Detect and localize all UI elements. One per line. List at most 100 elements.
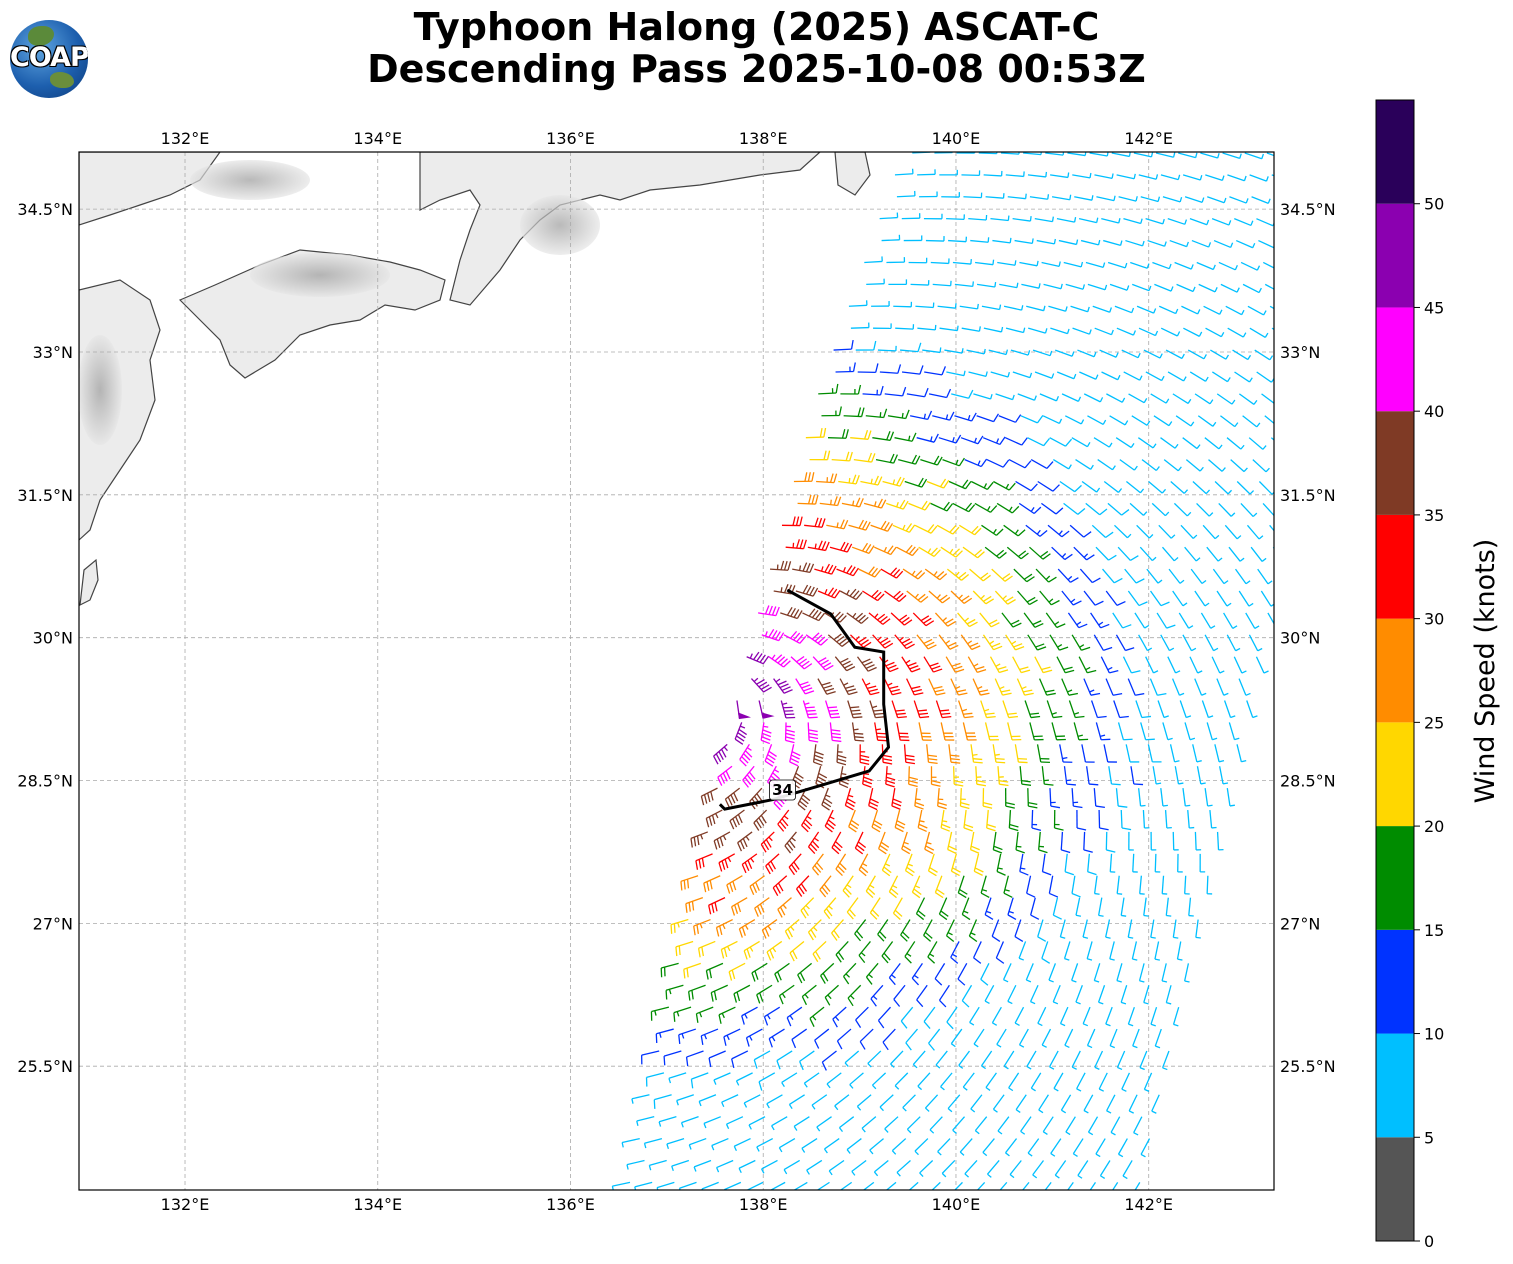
wind-barb bbox=[1204, 788, 1213, 807]
wind-barb bbox=[805, 632, 829, 646]
wind-barb bbox=[850, 322, 870, 329]
wind-barb bbox=[919, 1160, 934, 1177]
wind-barb bbox=[766, 940, 783, 961]
wind-barb bbox=[1248, 634, 1263, 652]
wind-barb bbox=[972, 941, 982, 964]
lon-tick-label-bottom: 136°E bbox=[546, 1195, 595, 1214]
wind-barb bbox=[908, 257, 928, 264]
wind-barb bbox=[1135, 700, 1152, 719]
wind-barb bbox=[1207, 196, 1227, 204]
wind-barb bbox=[1184, 875, 1190, 895]
wind-barb bbox=[761, 629, 785, 642]
wind-barb bbox=[1012, 216, 1032, 222]
wind-barb bbox=[851, 722, 865, 742]
wind-barb bbox=[1113, 700, 1129, 719]
wind-barb bbox=[990, 371, 1011, 378]
wind-barb bbox=[1056, 371, 1077, 380]
wind-barb bbox=[713, 743, 728, 765]
wind-barb bbox=[663, 1050, 682, 1066]
wind-barb bbox=[1161, 963, 1168, 983]
wind-barb bbox=[1249, 174, 1269, 182]
wind-barb bbox=[998, 414, 1022, 423]
wind-barb bbox=[1077, 1160, 1089, 1179]
wind-barb bbox=[1210, 349, 1230, 360]
wind-barb bbox=[724, 787, 741, 808]
wind-barb bbox=[1220, 283, 1240, 293]
wind-barb bbox=[1021, 283, 1041, 289]
wind-barb bbox=[904, 941, 916, 964]
wind-barb bbox=[1023, 612, 1044, 628]
wind-barb bbox=[693, 918, 711, 936]
wind-barb bbox=[900, 919, 911, 942]
colorbar-bin bbox=[1376, 929, 1414, 1034]
wind-barb bbox=[750, 677, 772, 693]
wind-barb bbox=[1212, 371, 1231, 383]
wind-barb bbox=[789, 744, 801, 767]
wind-barb bbox=[885, 766, 896, 788]
wind-barb bbox=[881, 234, 901, 242]
wind-barb bbox=[1138, 174, 1159, 180]
wind-barb bbox=[772, 875, 788, 897]
wind-barb bbox=[1147, 744, 1162, 763]
wind-barb bbox=[738, 918, 756, 938]
wind-barb bbox=[893, 301, 913, 308]
wind-barb bbox=[1098, 1072, 1108, 1092]
wind-barb bbox=[1072, 327, 1092, 335]
wind-barb bbox=[1057, 568, 1079, 583]
wind-barb bbox=[873, 1159, 889, 1177]
wind-barb bbox=[974, 502, 998, 513]
lon-tick-label-top: 140°E bbox=[932, 129, 981, 148]
wind-barb bbox=[1189, 218, 1210, 226]
wind-barb bbox=[680, 1116, 699, 1128]
wind-barb bbox=[882, 1028, 896, 1051]
wind-barb bbox=[745, 1028, 763, 1047]
wind-barb bbox=[1134, 1182, 1141, 1190]
wind-barb bbox=[708, 897, 726, 915]
wind-barb bbox=[726, 875, 743, 894]
wind-barb bbox=[778, 984, 795, 1005]
wind-barb bbox=[1080, 239, 1101, 246]
wind-barb bbox=[1245, 612, 1260, 630]
wind-barb bbox=[1132, 1028, 1140, 1049]
wind-barb bbox=[789, 940, 805, 962]
wind-barb bbox=[1041, 941, 1051, 964]
wind-barb bbox=[1089, 152, 1109, 157]
wind-barb bbox=[773, 678, 793, 694]
wind-barb bbox=[904, 853, 915, 877]
wind-barb bbox=[957, 963, 968, 986]
wind-barb bbox=[1063, 261, 1084, 268]
wind-barb bbox=[816, 1181, 830, 1190]
wind-barb bbox=[1138, 963, 1145, 983]
wind-barb bbox=[918, 722, 932, 741]
wind-barb bbox=[831, 451, 853, 462]
wind-barb bbox=[1103, 744, 1117, 763]
wind-barb bbox=[1158, 305, 1179, 315]
wind-barb bbox=[795, 678, 815, 695]
wind-barb bbox=[736, 700, 751, 720]
wind-barb bbox=[1087, 853, 1097, 876]
wind-barb bbox=[855, 340, 877, 351]
wind-barb bbox=[1064, 1028, 1074, 1049]
wind-barb bbox=[1087, 415, 1107, 426]
wind-barb bbox=[979, 612, 1000, 628]
colorbar-bin bbox=[1376, 1137, 1414, 1241]
lon-tick-label-top: 142°E bbox=[1124, 129, 1173, 148]
wind-barb bbox=[1063, 766, 1076, 786]
wind-barb bbox=[1206, 875, 1213, 895]
wind-barb bbox=[982, 634, 1003, 651]
wind-barb bbox=[766, 1094, 783, 1109]
wind-barb bbox=[643, 1137, 663, 1149]
wind-barb bbox=[1094, 1050, 1104, 1070]
wind-barb bbox=[795, 584, 819, 597]
wind-barb bbox=[1201, 700, 1214, 719]
wind-barb bbox=[967, 656, 987, 673]
wind-barb bbox=[781, 516, 803, 527]
wind-barb bbox=[1130, 766, 1144, 786]
wind-barb bbox=[1071, 963, 1079, 983]
wind-barb bbox=[1004, 788, 1015, 809]
wind-barb bbox=[1218, 502, 1236, 517]
wind-barb bbox=[768, 654, 791, 668]
wind-barb bbox=[1152, 261, 1172, 270]
wind-barb bbox=[1068, 700, 1085, 719]
wind-barb bbox=[984, 546, 1007, 559]
